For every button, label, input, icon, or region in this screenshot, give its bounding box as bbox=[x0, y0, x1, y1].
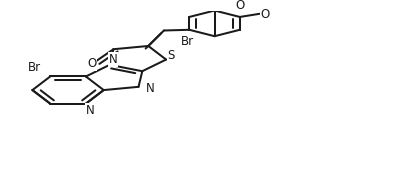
Text: O: O bbox=[235, 0, 245, 12]
Text: N: N bbox=[145, 82, 154, 95]
Text: O: O bbox=[87, 57, 97, 70]
Text: S: S bbox=[167, 50, 175, 63]
Text: N: N bbox=[85, 104, 94, 117]
Text: Br: Br bbox=[181, 35, 194, 48]
Text: N: N bbox=[109, 53, 117, 66]
Text: O: O bbox=[261, 8, 270, 21]
Text: Br: Br bbox=[28, 61, 40, 74]
